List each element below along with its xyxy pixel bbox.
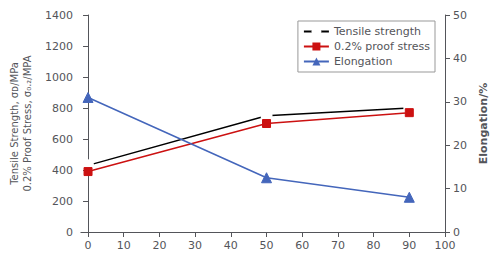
svg-text:0: 0 xyxy=(453,226,460,239)
svg-text:90: 90 xyxy=(402,239,416,252)
svg-text:80: 80 xyxy=(367,239,381,252)
svg-text:1400: 1400 xyxy=(45,9,73,22)
svg-text:Tensile strength: Tensile strength xyxy=(333,25,421,38)
svg-text:30: 30 xyxy=(188,239,202,252)
svg-text:1200: 1200 xyxy=(45,40,73,53)
svg-text:50: 50 xyxy=(260,239,274,252)
svg-text:800: 800 xyxy=(52,102,73,115)
svg-text:Tensile Strength, σᴅ/MPa: Tensile Strength, σᴅ/MPa xyxy=(9,62,20,186)
svg-text:40: 40 xyxy=(224,239,238,252)
svg-text:70: 70 xyxy=(331,239,345,252)
svg-text:Elongation/%: Elongation/% xyxy=(477,83,490,164)
svg-text:30: 30 xyxy=(453,95,467,108)
svg-text:10: 10 xyxy=(117,239,131,252)
svg-text:400: 400 xyxy=(52,164,73,177)
svg-text:100: 100 xyxy=(435,239,456,252)
svg-text:10: 10 xyxy=(453,182,467,195)
svg-text:0.2% proof stress: 0.2% proof stress xyxy=(334,40,430,53)
svg-text:40: 40 xyxy=(453,52,467,65)
svg-text:20: 20 xyxy=(453,139,467,152)
svg-text:60: 60 xyxy=(295,239,309,252)
svg-text:Elongation: Elongation xyxy=(334,55,393,68)
svg-text:0.2% Proof Stress, σ₀.₂/MPA: 0.2% Proof Stress, σ₀.₂/MPA xyxy=(22,55,33,191)
svg-text:1000: 1000 xyxy=(45,71,73,84)
svg-text:600: 600 xyxy=(52,133,73,146)
svg-text:0: 0 xyxy=(85,239,92,252)
svg-text:0: 0 xyxy=(66,226,73,239)
svg-text:50: 50 xyxy=(453,9,467,22)
svg-text:200: 200 xyxy=(52,195,73,208)
svg-text:20: 20 xyxy=(152,239,166,252)
